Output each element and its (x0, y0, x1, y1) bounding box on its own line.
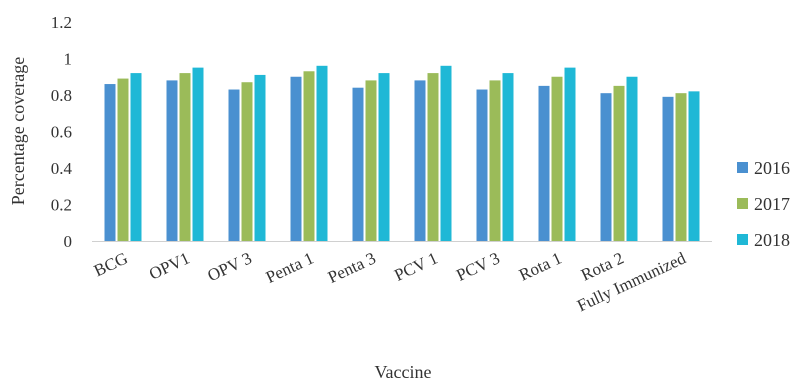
y-tick-label: 0.4 (51, 159, 73, 178)
bar-2016-pcv-1 (414, 80, 426, 242)
bar-2016-bcg (104, 84, 116, 241)
bar-2018-bcg (130, 73, 142, 241)
bar-2016-rota-1 (538, 85, 550, 241)
y-tick-label: 1 (64, 50, 73, 69)
bar-2018-rota-1 (564, 67, 576, 241)
bar-2018-rota-2 (626, 76, 638, 241)
bar-2017-rota-2 (613, 85, 625, 241)
bar-2016-penta-3 (352, 87, 364, 241)
bar-2018-opv-3 (254, 74, 266, 241)
bars (104, 65, 700, 242)
x-tick-label: Penta 3 (325, 248, 379, 287)
legend: 2016 2017 2018 (737, 158, 790, 250)
bar-2018-penta-1 (316, 65, 328, 241)
bar-2016-rota-2 (600, 93, 612, 241)
bar-2016-opv1 (166, 80, 178, 242)
x-tick-label: OPV1 (146, 248, 193, 283)
bar-2016-fully-immunized (662, 96, 674, 241)
bar-2018-pcv-3 (502, 73, 514, 241)
bar-2017-opv-3 (241, 82, 253, 241)
legend-label: 2017 (754, 194, 790, 214)
bar-2017-penta-1 (303, 71, 315, 242)
y-tick-label: 1.2 (51, 13, 72, 32)
y-tick-label: 0.2 (51, 196, 72, 215)
y-tick-label: 0.8 (51, 86, 72, 105)
legend-swatch-2017 (737, 198, 748, 209)
bar-2018-pcv-1 (440, 65, 452, 241)
bar-2018-penta-3 (378, 73, 390, 241)
bar-2016-opv-3 (228, 89, 240, 242)
x-axis-title: Vaccine (375, 362, 432, 382)
x-tick-label: OPV 3 (205, 248, 255, 285)
bar-2016-pcv-3 (476, 89, 488, 242)
bar-2017-penta-3 (365, 80, 377, 242)
y-tick-label: 0 (64, 232, 73, 251)
x-tick-label: PCV 3 (453, 248, 502, 284)
legend-swatch-2016 (737, 162, 748, 173)
y-tick-label: 0.6 (51, 123, 72, 142)
legend-label: 2018 (754, 230, 790, 250)
bar-2017-pcv-1 (427, 73, 439, 241)
legend-label: 2016 (754, 158, 790, 178)
bar-2018-opv1 (192, 67, 204, 241)
bar-2016-penta-1 (290, 76, 302, 241)
x-axis-labels: BCG OPV1 OPV 3 Penta 1 Penta 3 PCV 1 PCV 3 Rota… (91, 248, 689, 315)
y-axis-title: Percentage coverage (8, 57, 28, 205)
x-tick-label: PCV 1 (391, 248, 440, 284)
x-tick-label: Penta 1 (263, 248, 317, 287)
bar-2017-opv1 (179, 73, 191, 241)
bar-2017-fully-immunized (675, 93, 687, 241)
bar-2017-pcv-3 (489, 80, 501, 242)
bar-2017-rota-1 (551, 76, 563, 241)
legend-swatch-2018 (737, 234, 748, 245)
bar-2018-fully-immunized (688, 91, 700, 241)
x-tick-label: BCG (91, 248, 131, 280)
bar-2017-bcg (117, 78, 129, 241)
x-tick-label: Rota 1 (516, 248, 565, 284)
y-axis-ticks: 0 0.2 0.4 0.6 0.8 1 1.2 (51, 13, 73, 251)
